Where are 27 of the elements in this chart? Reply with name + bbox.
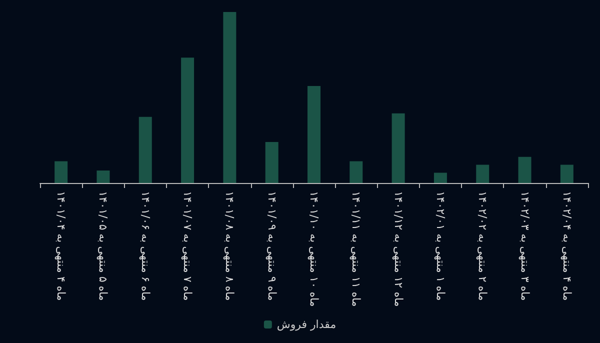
- x-tick-label: ماه ۷ منتهی به ۱۴۰۱/۰۷: [181, 191, 194, 301]
- x-tick-label: ماه ۲ منتهی به ۱۴۰۲/۰۲: [476, 191, 490, 301]
- bar: [96, 170, 110, 183]
- bar: [308, 86, 320, 183]
- x-tick-label: ماه ۱ منتهی به ۱۴۰۲/۰۱: [434, 191, 447, 301]
- bar: [476, 164, 490, 183]
- bar: [392, 113, 405, 183]
- x-tick-label: ماه ۸ منتهی به ۱۴۰۱/۰۸: [223, 191, 236, 301]
- bar: [518, 156, 532, 183]
- x-tick-label: ماه ۹ منتهی به ۱۴۰۱/۰۹: [265, 191, 278, 301]
- x-tick-label: ماه ۴ منتهی به ۱۴۰۱/۰۴: [54, 191, 68, 301]
- x-tick-label: ماه ۱۱ منتهی به ۱۴۰۱/۱۱: [350, 191, 363, 307]
- bar: [181, 58, 194, 183]
- x-tick-label: ماه ۶ منتهی به ۱۴۰۱/۰۶: [138, 191, 152, 301]
- legend-label: مقدار فروش: [276, 318, 336, 331]
- bar: [223, 12, 236, 183]
- x-tick-label: ماه ۵ منتهی به ۱۴۰۱/۰۵: [96, 191, 110, 301]
- x-tick-label: ماه ۳ منتهی به ۱۴۰۲/۰۳: [518, 191, 532, 301]
- bar: [265, 142, 278, 183]
- bar: [138, 116, 152, 183]
- bar: [54, 161, 68, 183]
- x-tick-label: ماه ۱۰ منتهی به ۱۴۰۱/۱۰: [308, 191, 320, 307]
- bar: [434, 172, 447, 183]
- x-tick-label: ماه ۱۲ منتهی به ۱۴۰۱/۱۲: [392, 191, 405, 307]
- x-tick-label: ماه ۴ منتهی به ۱۴۰۲/۰۴: [560, 191, 574, 301]
- bar: [560, 164, 574, 183]
- bar: [350, 161, 363, 183]
